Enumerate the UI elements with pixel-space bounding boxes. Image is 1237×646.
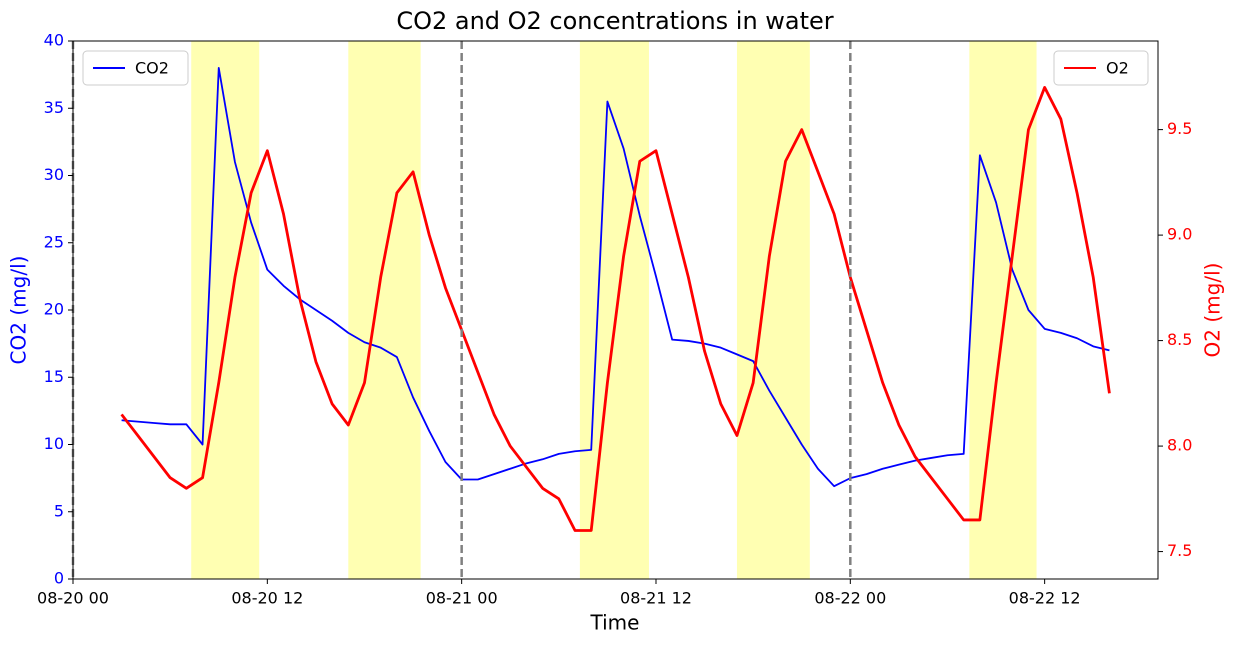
x-tick-label: 08-20 00 bbox=[37, 589, 109, 608]
highlight-span bbox=[348, 41, 421, 579]
y-tick-label: 25 bbox=[44, 232, 64, 251]
x-axis-label: Time bbox=[590, 611, 640, 635]
y2-axis-label: O2 (mg/l) bbox=[1201, 263, 1225, 358]
x-tick-label: 08-21 00 bbox=[426, 589, 498, 608]
y2-tick-label: 9.5 bbox=[1167, 119, 1192, 138]
y-tick-label: 20 bbox=[44, 300, 64, 319]
highlight-span bbox=[191, 41, 260, 579]
y2-tick-label: 7.5 bbox=[1167, 541, 1192, 560]
x-tick-label: 08-22 12 bbox=[1009, 589, 1081, 608]
y-axis-label: CO2 (mg/l) bbox=[7, 256, 31, 365]
legend-label: O2 bbox=[1106, 59, 1129, 78]
legend-box bbox=[82, 50, 189, 86]
data-line bbox=[120, 86, 1111, 532]
highlight-span bbox=[579, 41, 649, 579]
y-tick-label: 10 bbox=[44, 434, 64, 453]
y2-tick-label: 8.5 bbox=[1167, 330, 1192, 349]
x-tick-label: 08-21 12 bbox=[620, 589, 692, 608]
data-line bbox=[121, 67, 1110, 488]
highlight-span bbox=[736, 41, 810, 579]
y-tick-label: 0 bbox=[54, 569, 64, 588]
y-tick-label: 15 bbox=[44, 367, 64, 386]
legend-label: CO2 bbox=[135, 59, 169, 78]
chart-title: CO2 and O2 concentrations in water bbox=[396, 7, 833, 35]
y-tick-label: 5 bbox=[54, 501, 64, 520]
x-tick-label: 08-20 12 bbox=[231, 589, 303, 608]
highlight-span bbox=[969, 41, 1037, 579]
legend-box bbox=[1053, 50, 1149, 86]
x-tick-label: 08-22 00 bbox=[814, 589, 886, 608]
y-tick-label: 30 bbox=[44, 165, 64, 184]
y-tick-label: 35 bbox=[44, 98, 64, 117]
y2-tick-label: 8.0 bbox=[1167, 436, 1192, 455]
y2-tick-label: 9.0 bbox=[1167, 225, 1192, 244]
y-tick-label: 40 bbox=[44, 31, 64, 50]
